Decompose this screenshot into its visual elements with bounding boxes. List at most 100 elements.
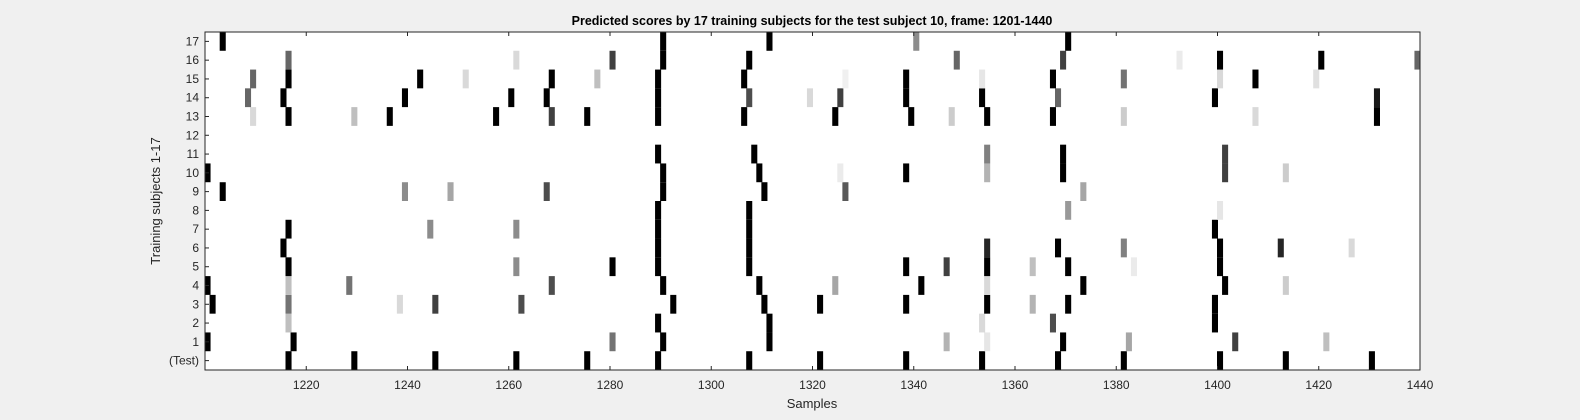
heatmap-cell [285, 276, 292, 295]
heatmap-cell [660, 32, 667, 51]
heatmap-cell [984, 276, 991, 295]
heatmap-cell [943, 332, 950, 352]
heatmap-cell [250, 107, 257, 126]
heatmap-cell [766, 313, 773, 333]
heatmap-cell [1217, 257, 1224, 277]
heatmap-cell [285, 69, 292, 89]
heatmap-cell [1060, 50, 1067, 70]
heatmap-cell [346, 276, 353, 295]
heatmap-cell [609, 332, 616, 352]
heatmap-cell [1211, 219, 1218, 239]
heatmap-cell [984, 163, 991, 183]
heatmap-cell [655, 219, 662, 239]
x-tick-label: 1300 [698, 378, 725, 392]
heatmap-cell [746, 50, 753, 70]
heatmap-cell [903, 257, 910, 277]
heatmap-cell [979, 88, 986, 108]
heatmap-cell [655, 88, 662, 108]
heatmap-cell [1318, 50, 1325, 70]
heatmap-cell [1222, 276, 1229, 295]
heatmap-cell [609, 50, 616, 70]
heatmap-cell [1176, 50, 1183, 70]
heatmap-cell [1080, 182, 1087, 201]
y-tick-label: 16 [186, 53, 200, 67]
heatmap-cell [1049, 313, 1056, 333]
heatmap-cell [285, 107, 292, 126]
x-tick-label: 1400 [1204, 378, 1231, 392]
heatmap-cell [219, 182, 226, 201]
x-tick-label: 1320 [799, 378, 826, 392]
heatmap-cell [1049, 69, 1056, 89]
heatmap-cell [1368, 351, 1375, 370]
heatmap-cell [427, 219, 434, 239]
heatmap-cell [1211, 88, 1218, 108]
x-tick-label: 1280 [597, 378, 624, 392]
heatmap-cell [1060, 163, 1067, 183]
heatmap-cell [1222, 144, 1229, 164]
heatmap-cell [943, 257, 950, 277]
heatmap-cell [979, 69, 986, 89]
y-tick-label: 4 [192, 279, 199, 293]
heatmap-cell [1313, 69, 1320, 89]
heatmap-cell [979, 313, 986, 333]
heatmap-cell [1065, 294, 1072, 314]
heatmap-cell [386, 107, 393, 126]
heatmap-cell [984, 294, 991, 314]
heatmap-cell [447, 182, 454, 201]
heatmap-cell [209, 294, 216, 314]
heatmap-cell [1373, 88, 1380, 108]
heatmap-cell [741, 69, 748, 89]
heatmap-cell [1029, 294, 1036, 314]
x-tick-label: 1260 [495, 378, 522, 392]
heatmap-cell [250, 69, 257, 89]
heatmap-cell [903, 163, 910, 183]
heatmap-cell [1222, 163, 1229, 183]
heatmap-cell [513, 50, 520, 70]
heatmap-cell [746, 88, 753, 108]
heatmap-cell [1252, 69, 1259, 89]
heatmap-cell [1120, 107, 1127, 126]
heatmap-cell [746, 201, 753, 220]
y-tick-label: 7 [192, 222, 199, 236]
y-tick-label: 1 [192, 335, 199, 349]
heatmap-cell [746, 257, 753, 277]
heatmap-cell [903, 88, 910, 108]
x-tick-label: 1340 [900, 378, 927, 392]
x-tick-label: 1220 [293, 378, 320, 392]
heatmap-cell [1060, 144, 1067, 164]
y-tick-label: 17 [186, 34, 200, 48]
heatmap-cell [908, 107, 915, 126]
heatmap-cell [660, 182, 667, 201]
y-axis-label: Training subjects 1-17 [148, 137, 163, 264]
y-tick-label: 2 [192, 316, 199, 330]
heatmap-cell [543, 88, 550, 108]
y-tick-label: 15 [186, 72, 200, 86]
chart-title: Predicted scores by 17 training subjects… [572, 14, 1053, 28]
heatmap-cell [761, 294, 768, 314]
heatmap-cell [984, 257, 991, 277]
heatmap-cell [548, 276, 555, 295]
heatmap-cell [1211, 313, 1218, 333]
x-tick-label: 1360 [1002, 378, 1029, 392]
x-axis-label: Samples [787, 396, 838, 411]
heatmap-cell [655, 313, 662, 333]
heatmap-cell [984, 144, 991, 164]
heatmap-cell [285, 313, 292, 333]
x-tick-label: 1420 [1305, 378, 1332, 392]
heatmap-cell [1217, 69, 1224, 89]
y-tick-label: 12 [186, 128, 200, 142]
heatmap-cell [1049, 107, 1056, 126]
heatmap-cell [1120, 351, 1127, 370]
heatmap-cell [351, 351, 358, 370]
y-tick-label: 3 [192, 297, 199, 311]
heatmap-cell [1055, 88, 1062, 108]
heatmap-cell [1414, 50, 1421, 70]
heatmap-cell [1055, 351, 1062, 370]
heatmap-cell [1373, 107, 1380, 126]
heatmap-cell [655, 201, 662, 220]
heatmap-cell [1060, 332, 1067, 352]
heatmap-cell [245, 88, 252, 108]
heatmap-cell [1125, 332, 1132, 352]
heatmap-cell [548, 107, 555, 126]
